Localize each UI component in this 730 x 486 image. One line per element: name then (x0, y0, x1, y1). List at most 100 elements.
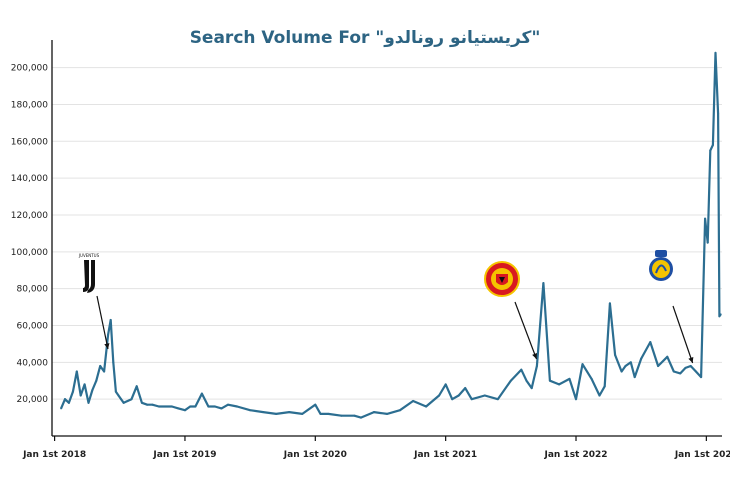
data-point (177, 407, 180, 410)
data-point (79, 394, 82, 397)
data-point (614, 353, 617, 356)
y-tick-label: 20,000 (17, 395, 49, 405)
data-point (689, 365, 692, 368)
data-point (684, 366, 687, 369)
data-point (718, 315, 721, 318)
data-point (649, 341, 652, 344)
data-point (704, 217, 707, 220)
data-point (112, 361, 115, 364)
data-point (575, 398, 578, 401)
chart-title: Search Volume For "كريستيانو رونالدو" (189, 28, 541, 48)
juventus-arrow (96, 295, 109, 350)
data-point (200, 392, 203, 395)
data-point (603, 385, 606, 388)
y-tick-label: 80,000 (17, 285, 49, 295)
data-point (194, 405, 197, 408)
data-point (624, 365, 627, 368)
data-point (87, 401, 90, 404)
data-point (91, 388, 94, 391)
data-point (412, 400, 415, 403)
data-point (288, 411, 291, 414)
data-point (103, 370, 106, 373)
data-point (399, 409, 402, 412)
data-point (117, 394, 120, 397)
data-point (598, 394, 601, 397)
al-nassr-arrow (672, 305, 694, 364)
y-tick-label: 200,000 (11, 64, 48, 74)
data-point (568, 377, 571, 380)
data-point (372, 411, 375, 414)
data-point (530, 387, 533, 390)
data-point (114, 390, 117, 393)
data-point (75, 370, 78, 373)
data-point (151, 403, 154, 406)
data-point (183, 409, 186, 412)
data-point (189, 405, 192, 408)
data-point (353, 414, 356, 417)
data-point (633, 376, 636, 379)
y-tick-label: 120,000 (11, 211, 48, 221)
x-tick-label: Jan 1st 2019 (152, 450, 216, 460)
data-point (657, 365, 660, 368)
data-point (107, 333, 110, 336)
x-tick-label: Jan 1st 2018 (22, 450, 86, 460)
data-point (711, 143, 714, 146)
data-point (672, 370, 675, 373)
data-point (64, 398, 67, 401)
data-point (709, 149, 712, 152)
data-point (120, 398, 123, 401)
data-point (558, 383, 561, 386)
data-point (249, 409, 252, 412)
series-layer (60, 51, 722, 419)
y-tick-label: 100,000 (11, 248, 48, 258)
juventus-logo-text: JUVENTUS (78, 253, 100, 258)
grid-lines (52, 67, 722, 400)
data-point (164, 405, 167, 408)
series-line (60, 51, 722, 419)
data-point (60, 407, 63, 410)
data-point (83, 383, 86, 386)
al-nassr-crown-icon (655, 250, 667, 257)
data-point (444, 383, 447, 386)
data-point (95, 379, 98, 382)
data-point (275, 412, 278, 415)
al-nassr-arrow-head (688, 357, 694, 363)
data-point (457, 394, 460, 397)
data-point (719, 313, 722, 316)
data-point (327, 412, 330, 415)
data-point (451, 398, 454, 401)
data-point (464, 387, 467, 390)
data-point (207, 405, 210, 408)
data-point (226, 403, 229, 406)
x-tick-label: Jan 1st 2022 (543, 450, 607, 460)
data-point (535, 365, 538, 368)
data-point (262, 411, 265, 414)
data-point (590, 377, 593, 380)
y-tick-label: 60,000 (17, 321, 49, 331)
data-point (236, 405, 239, 408)
data-point (99, 365, 102, 368)
data-point (340, 414, 343, 417)
x-tick-label: Jan 1st 2021 (413, 450, 477, 460)
y-tick-label: 160,000 (11, 137, 48, 147)
data-point (359, 416, 362, 419)
data-point (122, 401, 125, 404)
data-point (525, 379, 528, 382)
data-point (170, 405, 173, 408)
data-point (470, 398, 473, 401)
al-nassr-logo-emblem (655, 264, 667, 274)
data-point (706, 241, 709, 244)
data-point (509, 379, 512, 382)
data-point (157, 405, 160, 408)
data-point (67, 401, 70, 404)
man-utd-logo-devil (499, 277, 505, 283)
data-point (109, 318, 112, 321)
data-point (640, 357, 643, 360)
data-point (425, 405, 428, 408)
data-point (220, 407, 223, 410)
data-point (319, 412, 322, 415)
data-point (483, 394, 486, 397)
data-point (694, 370, 697, 373)
juventus-logo-icon-stripe (87, 260, 95, 293)
data-point (666, 355, 669, 358)
